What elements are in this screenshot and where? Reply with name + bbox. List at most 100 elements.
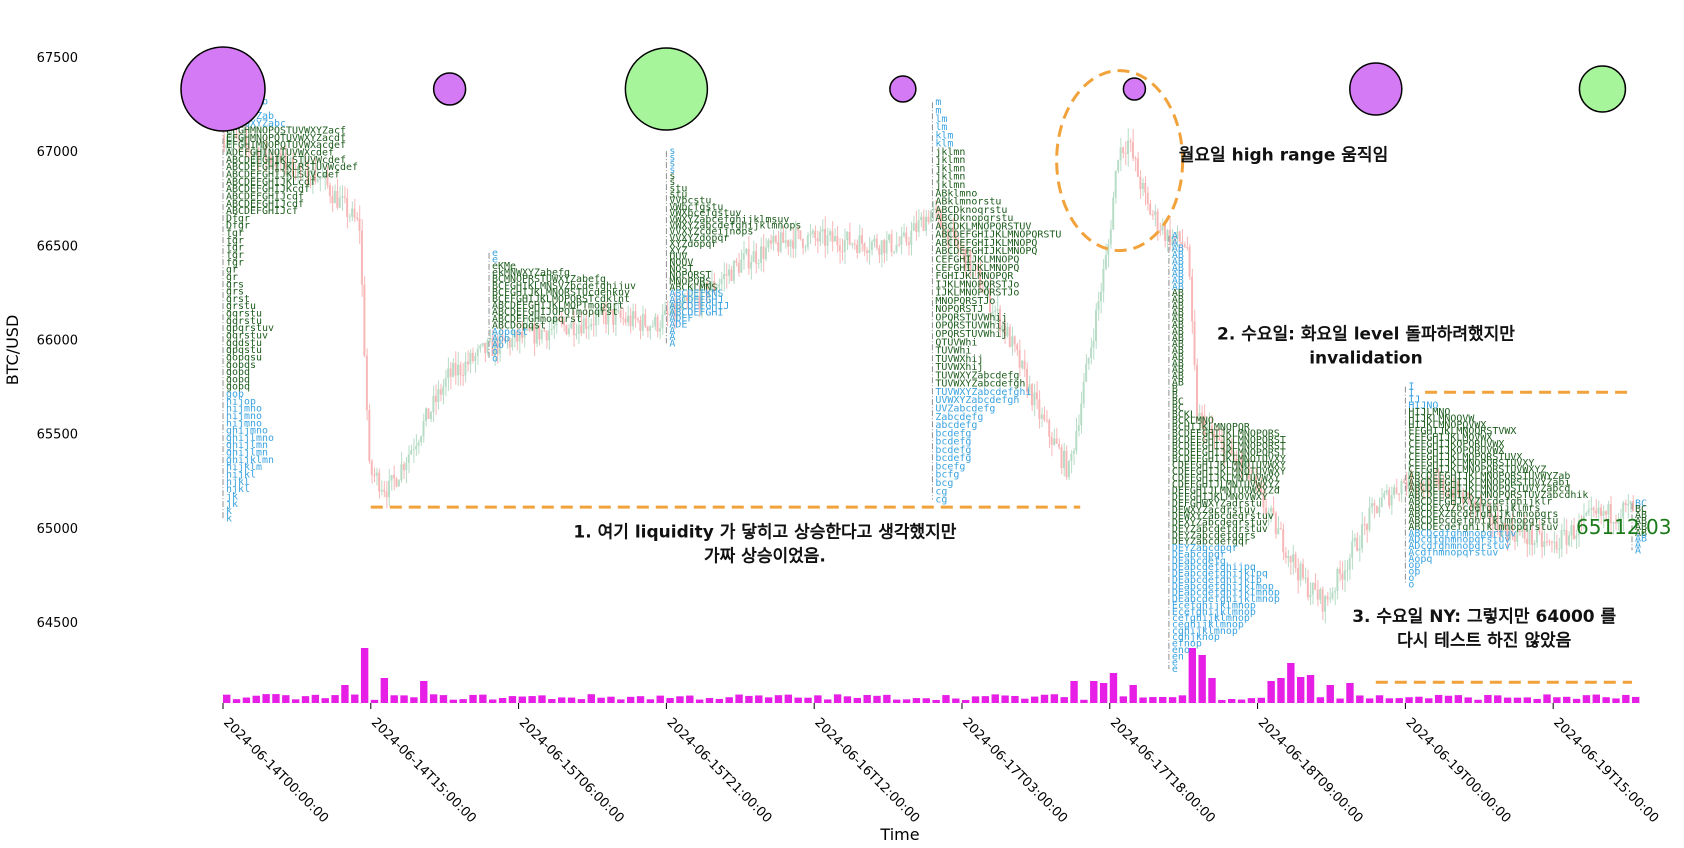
- profile-tpo-row: k: [226, 513, 232, 524]
- candle-body: [1183, 244, 1186, 247]
- profile-tpo-row: s: [669, 171, 675, 182]
- profile-tpo-row: ABklmnorstu: [935, 197, 1001, 208]
- candle-body: [841, 251, 844, 253]
- candle-body: [1338, 568, 1341, 574]
- candle-body: [1159, 230, 1162, 232]
- candle-body: [424, 408, 427, 421]
- candle-body: [432, 395, 435, 413]
- candle-body: [698, 296, 701, 309]
- candle-body: [755, 251, 758, 264]
- candle-body: [1572, 525, 1575, 539]
- volume-bar: [1444, 695, 1453, 703]
- candle-body: [619, 310, 622, 318]
- profile-tpo-row: AB: [1635, 528, 1647, 539]
- candle-body: [703, 283, 706, 285]
- profile-tpo-row: VWXYZabcdefghijklmnops: [669, 221, 801, 232]
- candle-body: [1117, 160, 1120, 171]
- profile-tpo-row: hijmno: [226, 404, 262, 415]
- candle-body: [476, 348, 479, 356]
- candle-body: [772, 235, 775, 244]
- candle-body: [1124, 153, 1127, 155]
- candle-body: [769, 240, 772, 244]
- candle-body: [1001, 324, 1004, 331]
- candle-body: [804, 247, 807, 249]
- volume-bar: [1346, 683, 1354, 703]
- candle-body: [363, 284, 366, 356]
- candle-body: [1449, 490, 1452, 497]
- volume-bar: [291, 699, 300, 703]
- profile-tpo-row: AB: [1172, 276, 1184, 287]
- profile-tpo-row: IJKLMNOPQRSTJo: [935, 279, 1019, 290]
- candle-body: [1240, 457, 1243, 468]
- candle-body: [508, 340, 511, 348]
- candle-body: [1459, 492, 1462, 495]
- candle-body: [1560, 530, 1563, 549]
- candle-body: [1442, 479, 1445, 493]
- profile-tpo-row: gopqs: [226, 360, 256, 371]
- candle-body: [550, 328, 553, 331]
- candle-body: [1479, 501, 1482, 511]
- profile-tpo-row: TUVWXhij: [935, 354, 983, 365]
- profile-tpo-row: o: [1408, 573, 1414, 584]
- volume-bar: [981, 696, 990, 703]
- candle-body: [725, 274, 728, 276]
- candle-body: [1526, 538, 1529, 545]
- volume-bar: [942, 695, 950, 703]
- volume-bar: [1267, 681, 1275, 703]
- candle-body: [585, 318, 588, 329]
- profile-tpo-row: TUVWhi: [935, 346, 971, 357]
- profile-tpo-row: XYZ: [669, 245, 687, 256]
- candle-body: [454, 362, 457, 376]
- profile-tpo-row: ABCDEFGHIJKLMNOPQSTUVYZabcd: [1408, 484, 1570, 495]
- candle-body: [1070, 453, 1073, 462]
- profile-tpo-row: A: [1172, 231, 1178, 242]
- candle-body: [592, 324, 595, 326]
- candle-body: [1038, 399, 1041, 419]
- profile-tpo-row: Aopq: [1408, 554, 1432, 565]
- candle-body: [976, 265, 979, 270]
- candle-body: [1156, 211, 1159, 231]
- annotation-text: 월요일 high range 움직임: [1179, 145, 1388, 166]
- candle-body: [1311, 582, 1314, 595]
- candle-body: [902, 232, 905, 236]
- candle-body: [1163, 224, 1166, 241]
- candle-body: [1252, 476, 1255, 480]
- candle-body: [410, 450, 413, 455]
- candle-body: [1279, 528, 1282, 530]
- candle-body: [614, 311, 617, 325]
- profile-tpo-row: AB: [1172, 326, 1184, 337]
- candle-body: [1494, 514, 1497, 525]
- candle-body: [1287, 555, 1290, 558]
- profile-tpo-row: ABCDknopqrstu: [935, 213, 1013, 224]
- profile-tpo-row: AB: [1172, 339, 1184, 350]
- profile-tpo-row: A: [1172, 237, 1178, 248]
- candle-body: [1570, 525, 1573, 536]
- profile-tpo-row: IJKLMNOPQRSTJo: [935, 288, 1019, 299]
- profile-tpo-row: AB: [1172, 295, 1184, 306]
- profile-tpo-row: DEXYZabcdeqrstuv: [1172, 518, 1268, 529]
- candle-body: [673, 303, 676, 318]
- candle-body: [883, 240, 886, 254]
- candle-body: [277, 153, 280, 167]
- candle-body: [385, 491, 388, 498]
- candle-body: [1188, 246, 1191, 277]
- candle-body: [806, 235, 809, 248]
- volume-bar: [784, 694, 793, 703]
- profile-tpo-row: CEFGHIJKLMNOPQRSTUVWXYZ: [1408, 465, 1546, 476]
- candle-body: [833, 236, 836, 242]
- volume-bar: [331, 695, 339, 703]
- volume-bar: [597, 697, 605, 703]
- candle-body: [518, 331, 521, 342]
- candle-body: [1269, 508, 1272, 512]
- candle-body: [1178, 231, 1181, 242]
- candle-body: [759, 246, 762, 263]
- candle-body: [1496, 514, 1499, 531]
- candle-body: [1043, 414, 1046, 420]
- candle-body: [405, 463, 408, 471]
- candle-body: [1104, 254, 1107, 269]
- candle-body: [816, 238, 819, 242]
- candle-body: [1481, 506, 1484, 511]
- candle-body: [688, 300, 691, 302]
- profile-tpo-row: s: [669, 159, 675, 170]
